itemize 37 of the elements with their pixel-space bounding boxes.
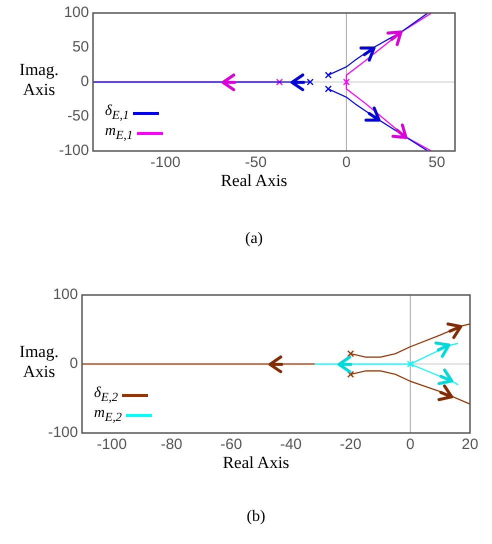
- x-tick-label: -50: [245, 154, 267, 172]
- legend-label: δ$_{E,2}$: [94, 385, 118, 405]
- x-tick-label: -40: [280, 436, 302, 454]
- x-tick-label: 0: [342, 154, 351, 172]
- point: [406, 360, 414, 368]
- y-axis-title: Imag. Axis: [18, 60, 60, 100]
- y-tick-label: -100: [48, 424, 78, 442]
- y-tick-label: -50: [67, 108, 89, 125]
- x-axis-title: Real Axis: [220, 171, 288, 191]
- text: (a): [244, 230, 264, 248]
- x-tick-label: -100: [150, 154, 180, 172]
- x-tick-label: -60: [220, 436, 242, 454]
- y-tick-label: 100: [52, 286, 78, 304]
- point: [347, 350, 354, 358]
- legend-label: δ$_{E,1}$: [105, 103, 129, 123]
- x-tick-label: 20: [462, 436, 478, 454]
- point: [276, 78, 283, 86]
- point: [324, 85, 332, 92]
- y-axis-title: Imag. Axis: [19, 342, 59, 381]
- point: [347, 370, 354, 378]
- x-tick-label: -100: [96, 436, 127, 454]
- point: [342, 78, 350, 86]
- y-tick-label: -100: [58, 142, 89, 160]
- point: [324, 72, 332, 79]
- x-axis-title: Real Axis: [222, 453, 290, 473]
- point: [306, 78, 314, 86]
- text: (b): [246, 508, 266, 526]
- x-tick-label: 50: [428, 154, 446, 172]
- x-tick-label: 0: [406, 436, 414, 454]
- x-tick-label: -80: [160, 436, 182, 454]
- legend-label: m$_{E,2}$: [94, 405, 122, 425]
- x-tick-label: -20: [340, 436, 362, 454]
- y-tick-label: 0: [80, 73, 89, 90]
- legend-label: m$_{E,1}$: [105, 123, 133, 143]
- y-tick-label: 50: [72, 38, 89, 56]
- y-tick-label: 100: [64, 4, 89, 22]
- y-tick-label: 0: [70, 355, 78, 372]
